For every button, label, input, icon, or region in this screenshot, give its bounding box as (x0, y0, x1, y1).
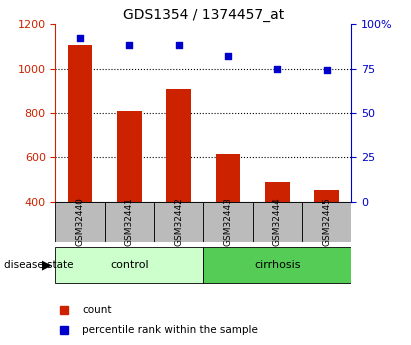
Bar (203, 247, 351, 283)
Point (225, 53, 231, 59)
Text: GSM32442: GSM32442 (174, 197, 183, 246)
Text: control: control (110, 260, 149, 270)
Bar (68, 45, 92, 202)
Bar (117, 111, 142, 202)
Bar (203, 202, 253, 242)
Title: GDS1354 / 1374457_at: GDS1354 / 1374457_at (123, 8, 284, 22)
Text: ▶: ▶ (42, 258, 51, 271)
Bar (55, 202, 105, 242)
Text: GSM32441: GSM32441 (125, 197, 134, 246)
Text: GSM32443: GSM32443 (224, 197, 233, 246)
Point (77, 36, 83, 41)
Bar (105, 202, 154, 242)
Text: GSM32445: GSM32445 (322, 197, 331, 246)
Bar (55, 247, 203, 283)
Point (175, 43, 182, 48)
Text: GSM32444: GSM32444 (273, 197, 282, 246)
Point (126, 43, 133, 48)
Text: percentile rank within the sample: percentile rank within the sample (82, 325, 258, 335)
Text: disease state: disease state (4, 260, 74, 270)
Text: GSM32440: GSM32440 (76, 197, 85, 246)
Point (323, 68, 330, 73)
Text: count: count (82, 305, 112, 315)
Text: cirrhosis: cirrhosis (254, 260, 301, 270)
Bar (216, 154, 240, 202)
Bar (314, 190, 339, 202)
Bar (302, 202, 351, 242)
Bar (265, 182, 290, 202)
Bar (166, 89, 191, 202)
Bar (253, 202, 302, 242)
Point (274, 66, 281, 71)
Bar (154, 202, 203, 242)
